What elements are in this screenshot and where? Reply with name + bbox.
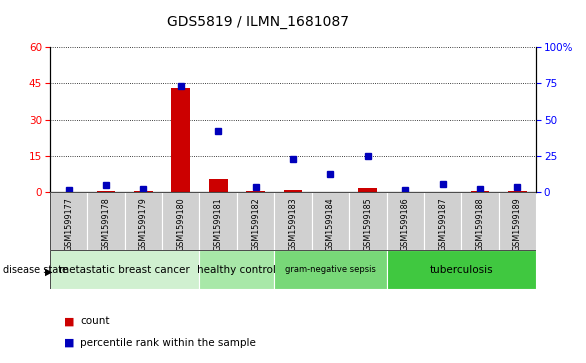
Text: GSM1599188: GSM1599188 xyxy=(476,197,485,251)
Text: GSM1599178: GSM1599178 xyxy=(101,197,110,251)
Text: GSM1599183: GSM1599183 xyxy=(288,197,298,251)
Bar xyxy=(508,191,527,192)
Text: GSM1599180: GSM1599180 xyxy=(176,197,185,251)
Bar xyxy=(274,250,387,289)
Text: GSM1599189: GSM1599189 xyxy=(513,197,522,251)
Text: percentile rank within the sample: percentile rank within the sample xyxy=(80,338,256,348)
Bar xyxy=(284,190,302,192)
Text: GDS5819 / ILMN_1681087: GDS5819 / ILMN_1681087 xyxy=(167,15,349,29)
Text: ▶: ▶ xyxy=(45,266,52,277)
Bar xyxy=(246,191,265,192)
Bar xyxy=(349,192,387,250)
Bar xyxy=(359,188,377,192)
Bar xyxy=(209,179,227,192)
Bar xyxy=(50,250,199,289)
Bar xyxy=(97,191,115,192)
Bar xyxy=(424,192,461,250)
Bar xyxy=(274,192,312,250)
Text: ■: ■ xyxy=(64,338,75,348)
Text: ■: ■ xyxy=(64,316,75,326)
Bar xyxy=(50,192,87,250)
Text: healthy control: healthy control xyxy=(197,265,277,274)
Bar xyxy=(237,192,274,250)
Bar xyxy=(199,250,274,289)
Bar xyxy=(461,192,499,250)
Text: tuberculosis: tuberculosis xyxy=(430,265,493,274)
Bar xyxy=(199,192,237,250)
Text: GSM1599185: GSM1599185 xyxy=(363,197,372,251)
Bar xyxy=(387,192,424,250)
Text: GSM1599184: GSM1599184 xyxy=(326,197,335,251)
Bar xyxy=(172,88,190,192)
Text: GSM1599186: GSM1599186 xyxy=(401,197,410,251)
Text: GSM1599187: GSM1599187 xyxy=(438,197,447,251)
Bar xyxy=(134,191,153,192)
Bar xyxy=(499,192,536,250)
Text: GSM1599177: GSM1599177 xyxy=(64,197,73,251)
Text: GSM1599182: GSM1599182 xyxy=(251,197,260,251)
Text: count: count xyxy=(80,316,110,326)
Bar xyxy=(387,250,536,289)
Bar xyxy=(125,192,162,250)
Text: disease state: disease state xyxy=(3,265,68,276)
Text: GSM1599179: GSM1599179 xyxy=(139,197,148,251)
Text: metastatic breast cancer: metastatic breast cancer xyxy=(59,265,190,274)
Bar xyxy=(312,192,349,250)
Text: GSM1599181: GSM1599181 xyxy=(214,197,223,251)
Bar xyxy=(471,191,489,192)
Bar xyxy=(87,192,125,250)
Text: gram-negative sepsis: gram-negative sepsis xyxy=(285,265,376,274)
Bar xyxy=(162,192,199,250)
